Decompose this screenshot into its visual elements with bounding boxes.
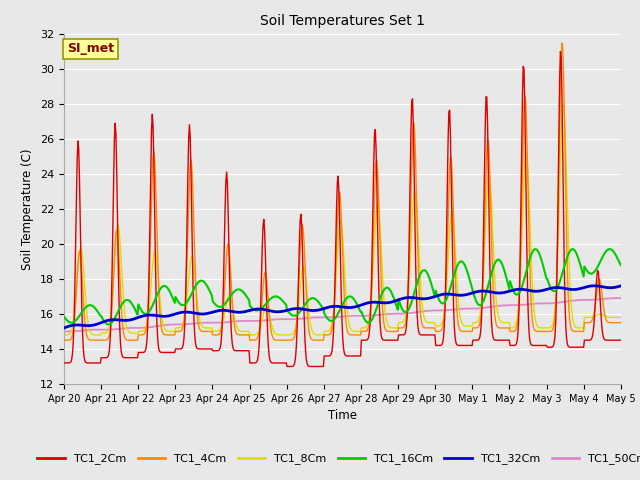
- Y-axis label: Soil Temperature (C): Soil Temperature (C): [22, 148, 35, 270]
- Text: SI_met: SI_met: [67, 42, 114, 55]
- X-axis label: Time: Time: [328, 409, 357, 422]
- Legend: TC1_2Cm, TC1_4Cm, TC1_8Cm, TC1_16Cm, TC1_32Cm, TC1_50Cm: TC1_2Cm, TC1_4Cm, TC1_8Cm, TC1_16Cm, TC1…: [33, 449, 640, 469]
- Title: Soil Temperatures Set 1: Soil Temperatures Set 1: [260, 14, 425, 28]
